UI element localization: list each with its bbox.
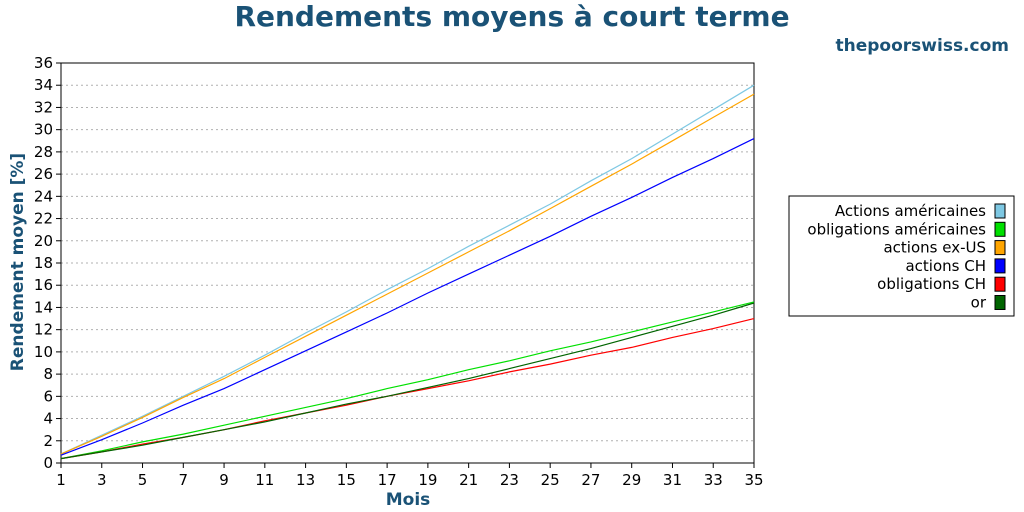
legend-label: actions CH <box>905 257 986 275</box>
legend-swatch <box>994 295 1006 310</box>
legend-swatch <box>994 221 1006 237</box>
y-tick-label: 14 <box>34 298 53 316</box>
legend-swatch <box>994 240 1006 256</box>
grid-lines <box>61 84 754 442</box>
x-tick-label: 9 <box>219 471 229 489</box>
y-tick-label: 18 <box>34 254 53 272</box>
x-tick-label: 11 <box>255 471 274 489</box>
x-tick-label: 27 <box>581 471 600 489</box>
y-tick-label: 4 <box>43 410 53 428</box>
x-tick-label: 35 <box>744 471 763 489</box>
x-axis: 1 3 5 7 9 11 13 15 17 19 21 23 25 27 29 31 33 35 <box>56 463 764 489</box>
series-line <box>60 302 755 460</box>
x-tick-label: 25 <box>541 471 560 489</box>
y-tick-label: 12 <box>34 321 53 339</box>
y-tick-label: 26 <box>34 165 53 183</box>
legend-swatch <box>994 276 1006 292</box>
y-tick-label: 6 <box>43 387 53 405</box>
legend-swatch <box>994 203 1006 219</box>
y-tick-label: 8 <box>43 365 53 383</box>
x-tick-label: 29 <box>622 471 641 489</box>
x-tick-label: 13 <box>296 471 315 489</box>
y-tick-label: 28 <box>34 143 53 161</box>
series-line <box>60 93 755 455</box>
legend-box <box>788 195 1015 317</box>
y-tick-label: 10 <box>34 343 53 361</box>
x-tick-label: 21 <box>459 471 478 489</box>
series-lines <box>60 84 755 460</box>
x-tick-label: 5 <box>138 471 148 489</box>
legend-label: Actions américaines <box>835 202 986 220</box>
series-line <box>60 84 755 455</box>
legend-label: or <box>971 294 987 312</box>
series-line <box>60 138 755 456</box>
x-tick-label: 17 <box>378 471 397 489</box>
y-tick-label: 34 <box>34 76 53 94</box>
y-tick-label: 0 <box>43 454 53 472</box>
legend-label: actions ex-US <box>883 239 986 257</box>
y-tick-label: 36 <box>34 54 53 72</box>
legend-swatch <box>994 258 1006 274</box>
x-tick-label: 7 <box>179 471 189 489</box>
x-tick-label: 15 <box>337 471 356 489</box>
series-line <box>60 301 755 460</box>
y-tick-label: 22 <box>34 210 53 228</box>
x-axis-title: Mois <box>386 490 431 510</box>
x-tick-label: 23 <box>500 471 519 489</box>
y-tick-label: 2 <box>43 432 53 450</box>
y-tick-label: 32 <box>34 98 53 116</box>
x-tick-label: 31 <box>663 471 682 489</box>
x-tick-label: 3 <box>97 471 107 489</box>
y-axis-title: Rendement moyen [%] <box>8 153 28 371</box>
brand-label: thepoorswiss.com <box>836 36 1010 56</box>
legend-label: obligations américaines <box>807 220 986 238</box>
x-tick-label: 1 <box>56 471 66 489</box>
x-tick-label: 19 <box>418 471 437 489</box>
legend-label: obligations CH <box>877 275 986 293</box>
chart-title: Rendements moyens à court terme <box>234 0 789 33</box>
y-tick-label: 20 <box>34 232 53 250</box>
y-tick-label: 24 <box>34 187 53 205</box>
y-tick-label: 16 <box>34 276 53 294</box>
x-tick-label: 33 <box>704 471 723 489</box>
y-tick-label: 30 <box>34 121 53 139</box>
